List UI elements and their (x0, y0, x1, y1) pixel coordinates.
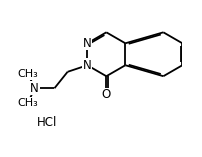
Text: N: N (83, 37, 91, 50)
Text: CH₃: CH₃ (18, 97, 38, 108)
Text: CH₃: CH₃ (18, 69, 38, 79)
Text: N: N (83, 59, 91, 72)
Text: HCl: HCl (37, 116, 57, 129)
Text: N: N (30, 82, 39, 95)
Text: O: O (101, 88, 110, 101)
